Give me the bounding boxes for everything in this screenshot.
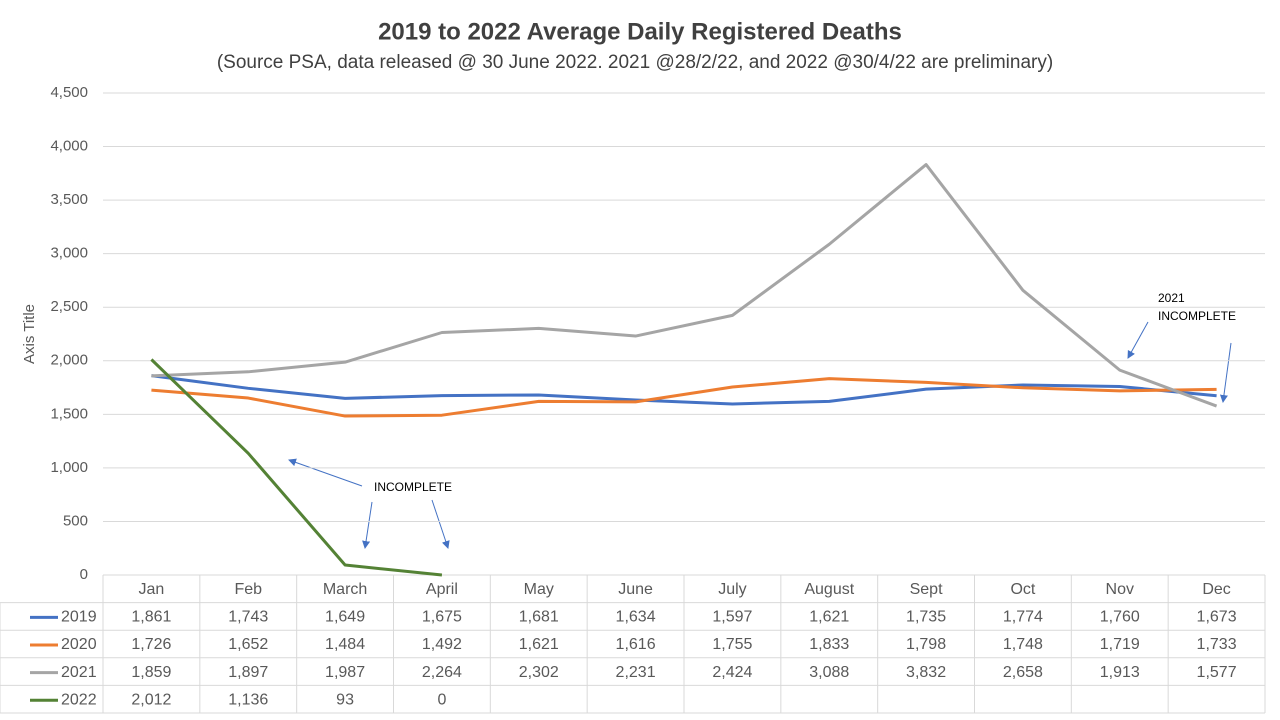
y-tick-label: 4,000: [50, 138, 88, 155]
table-value: 1,616: [616, 636, 656, 653]
table-value: 1,681: [519, 609, 559, 626]
table-value: 1,987: [325, 664, 365, 681]
y-tick-label: 2,500: [50, 298, 88, 315]
x-tick-label: Nov: [1106, 581, 1134, 598]
table-value: 1,755: [712, 636, 752, 653]
arrow: [288, 458, 363, 487]
x-tick-label: August: [804, 581, 854, 598]
arrow: [1219, 342, 1232, 403]
table-value: 1,748: [1003, 636, 1043, 653]
legend-label: 2020: [61, 636, 97, 653]
annotation: INCOMPLETE: [1158, 309, 1236, 323]
table-value: 1,798: [906, 636, 946, 653]
table-value: 1,652: [228, 636, 268, 653]
chart-title: 2019 to 2022 Average Daily Registered De…: [378, 18, 902, 45]
x-tick-label: May: [524, 581, 554, 598]
y-tick-label: 1,000: [50, 459, 88, 476]
y-tick-label: 500: [63, 512, 88, 529]
table-value: 1,726: [131, 636, 171, 653]
y-axis-title: Axis Title: [21, 304, 38, 364]
x-tick-label: Dec: [1202, 581, 1230, 598]
annotation-arrows: [288, 321, 1232, 549]
annotation: INCOMPLETE: [374, 480, 452, 494]
y-tick-label: 3,000: [50, 245, 88, 262]
table-value: 2,012: [131, 691, 171, 708]
table-value: 1,634: [616, 609, 656, 626]
x-tick-label: April: [426, 581, 458, 598]
table-value: 3,088: [809, 664, 849, 681]
series-line: [150, 358, 443, 577]
y-tick-label: 4,500: [50, 84, 88, 101]
x-tick-label: Feb: [234, 581, 262, 598]
table-value: 1,774: [1003, 609, 1043, 626]
table-value: 1,649: [325, 609, 365, 626]
legend-label: 2021: [61, 664, 97, 681]
table-value: 3,832: [906, 664, 946, 681]
y-tick-label: 0: [80, 566, 88, 583]
table-value: 1,859: [131, 664, 171, 681]
series-line: [151, 374, 1217, 406]
table-value: 1,913: [1100, 664, 1140, 681]
y-tick-label: 1,500: [50, 405, 88, 422]
x-tick-label: June: [618, 581, 653, 598]
table-value: 2,424: [712, 664, 752, 681]
table-value: 1,719: [1100, 636, 1140, 653]
x-tick-label: July: [718, 581, 746, 598]
table-value: 1,743: [228, 609, 268, 626]
x-tick-label: March: [323, 581, 367, 598]
table-value: 1,897: [228, 664, 268, 681]
table-value: 2,658: [1003, 664, 1043, 681]
y-tick-label: 3,500: [50, 191, 88, 208]
x-tick-label: Sept: [910, 581, 943, 598]
table-value: 1,597: [712, 609, 752, 626]
table-value: 1,673: [1197, 609, 1237, 626]
table-value: 1,735: [906, 609, 946, 626]
x-tick-label: Oct: [1010, 581, 1035, 598]
table-value: 1,675: [422, 609, 462, 626]
series-line: [151, 163, 1218, 408]
table-value: 1,577: [1197, 664, 1237, 681]
table-value: 2,264: [422, 664, 462, 681]
series-line: [151, 377, 1217, 418]
table-value: 1,621: [519, 636, 559, 653]
table-value: 1,484: [325, 636, 365, 653]
arrow: [431, 499, 450, 549]
table-value: 1,760: [1100, 609, 1140, 626]
table-value: 1,733: [1197, 636, 1237, 653]
table-value: 93: [336, 691, 354, 708]
table-value: 1,621: [809, 609, 849, 626]
arrow: [1127, 321, 1149, 359]
table-value: 1,861: [131, 609, 171, 626]
chart-subtitle: (Source PSA, data released @ 30 June 202…: [217, 52, 1053, 73]
table-value: 1,833: [809, 636, 849, 653]
legend-label: 2019: [61, 609, 97, 626]
y-tick-label: 2,000: [50, 352, 88, 369]
table-value: 2,302: [519, 664, 559, 681]
table-value: 2,231: [616, 664, 656, 681]
legend-label: 2022: [61, 691, 97, 708]
table-value: 1,136: [228, 691, 268, 708]
annotation: 2021: [1158, 291, 1185, 305]
table-value: 1,492: [422, 636, 462, 653]
table-value: 0: [437, 691, 446, 708]
x-tick-label: Jan: [139, 581, 165, 598]
arrow: [362, 501, 373, 549]
